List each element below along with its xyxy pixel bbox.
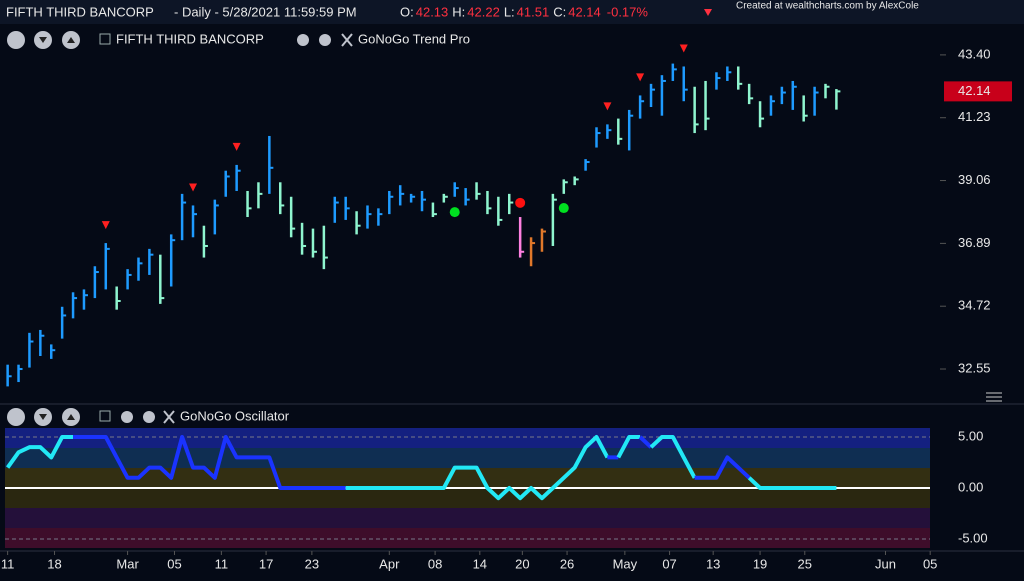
x-tick-label: Jun <box>875 556 896 571</box>
signal-dot <box>515 197 526 208</box>
gear-icon[interactable] <box>143 411 155 423</box>
x-tick-label: 19 <box>753 556 767 571</box>
y-tick-label: 36.89 <box>958 235 991 250</box>
y-tick-label: 34.72 <box>958 298 991 313</box>
quote-change: -0.17% <box>607 4 649 19</box>
quote-value: 41.51 <box>517 4 550 19</box>
oscillator-line <box>694 455 751 480</box>
header-bar <box>0 0 1024 24</box>
signal-triangle <box>232 142 241 151</box>
x-tick-label: 18 <box>47 556 61 571</box>
subtitle: - Daily - 5/28/2021 11:59:59 PM <box>174 4 357 19</box>
oscillator-line <box>6 434 74 469</box>
y-tick-label: -5.00 <box>958 530 988 545</box>
y-tick-label: 41.23 <box>958 109 991 124</box>
down-icon <box>704 9 712 16</box>
quote: O: 42.13 H: 42.22 L: 41.51 C: 42.14 -0.17% <box>400 4 648 19</box>
close-icon[interactable] <box>163 410 175 424</box>
x-tick-label: 20 <box>515 556 529 571</box>
quote-value: 42.13 <box>416 4 449 19</box>
oscillator-line <box>616 434 641 459</box>
oscillator-line <box>649 434 697 479</box>
signal-triangle <box>636 73 645 82</box>
collapse-box[interactable] <box>99 410 111 422</box>
credit: Created at wealthcharts.com by AlexCole <box>736 1 919 12</box>
oscillator-title: GoNoGo Oscillator <box>180 408 290 423</box>
signal-dot <box>449 207 460 218</box>
last-price-box <box>944 81 1012 102</box>
quote-label: O: <box>400 4 414 19</box>
quote-label: H: <box>452 4 465 19</box>
button[interactable] <box>7 408 25 426</box>
x-tick-label: Apr <box>379 556 400 571</box>
y-tick-label: 43.40 <box>958 46 991 61</box>
gear-icon[interactable] <box>319 34 331 46</box>
oscillator-line <box>638 435 653 449</box>
y-tick-label: 32.55 <box>958 360 991 375</box>
eye-icon[interactable] <box>121 411 133 423</box>
legend: FIFTH THIRD BANCORP <box>116 31 264 46</box>
signal-triangle <box>603 102 612 111</box>
x-tick-label: 08 <box>428 556 442 571</box>
signal-triangle <box>101 221 110 230</box>
x-tick-label: 05 <box>923 556 937 571</box>
y-tick-label: 0.00 <box>958 479 983 494</box>
y-tick-label: 39.06 <box>958 172 991 187</box>
x-tick-label: 17 <box>259 556 273 571</box>
x-tick-label: 23 <box>305 556 319 571</box>
panel-buttons[interactable] <box>7 31 80 426</box>
eye-icon[interactable] <box>297 34 309 46</box>
symbol: FIFTH THIRD BANCORP <box>6 4 154 19</box>
x-tick-label: 13 <box>706 556 720 571</box>
signal-triangle <box>679 44 688 53</box>
x-tick-label: Mar <box>116 556 139 571</box>
x-tick-label: 11 <box>1 556 15 571</box>
x-tick-label: 07 <box>662 556 676 571</box>
quote-label: C: <box>553 4 566 19</box>
plot-area: 43.40 41.23 39.06 36.89 34.72 32.55 42.14 5.00 0… <box>1 44 1012 571</box>
quote-label: L: <box>504 4 515 19</box>
quote-value: 42.14 <box>568 4 601 19</box>
oscillator-bands <box>5 428 930 548</box>
resize-handle[interactable] <box>986 392 1002 402</box>
x-tick-label: 05 <box>167 556 181 571</box>
oscillator-line <box>345 434 610 501</box>
close-icon[interactable] <box>341 33 353 47</box>
indicator-name: GoNoGo Trend Pro <box>358 31 470 46</box>
x-tick-label: 26 <box>560 556 574 571</box>
signal-dot <box>558 203 569 214</box>
x-tick-label: 25 <box>798 556 812 571</box>
signal-triangle <box>189 183 198 192</box>
x-tick-label: May <box>613 556 638 571</box>
y-tick-label: 5.00 <box>958 428 983 443</box>
x-tick-label: 11 <box>215 556 229 571</box>
oscillator-line <box>747 476 837 490</box>
collapse-box[interactable] <box>99 33 111 45</box>
oscillator-line <box>73 434 346 490</box>
button[interactable] <box>7 31 25 49</box>
x-tick-label: 14 <box>473 556 487 571</box>
last-price: 42.14 <box>958 83 991 98</box>
quote-value: 42.22 <box>467 4 500 19</box>
